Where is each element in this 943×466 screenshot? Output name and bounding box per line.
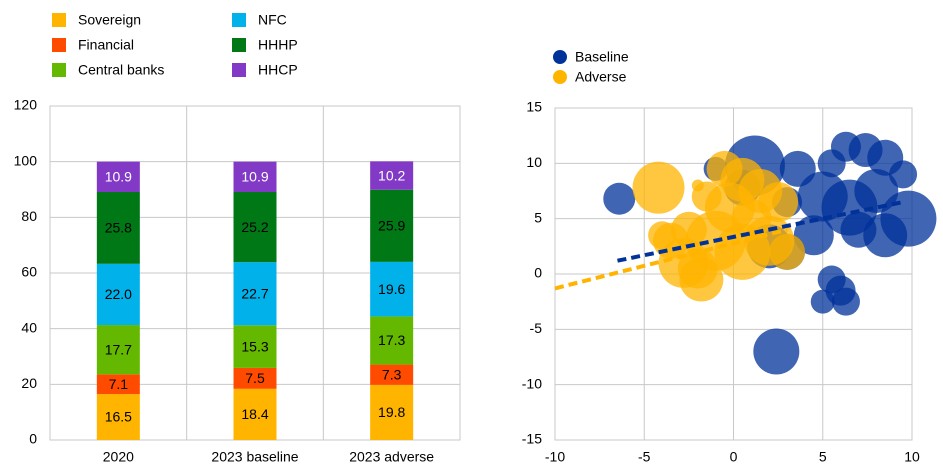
bar-value-label: 10.9 — [105, 169, 132, 185]
bar-segment — [370, 364, 414, 385]
bar-segment — [370, 161, 414, 190]
legend-label: HHCP — [258, 62, 298, 78]
bubble — [810, 289, 835, 314]
bar-value-label: 25.2 — [241, 219, 268, 235]
y-tick-label: 120 — [14, 97, 38, 113]
y-tick-label: 0 — [29, 431, 37, 447]
y-tick-label: -15 — [522, 431, 542, 447]
bar-value-label: 7.1 — [109, 376, 129, 392]
x-tick-label: -5 — [638, 449, 651, 465]
legend-swatch — [232, 13, 246, 27]
legend-label: Central banks — [78, 62, 164, 78]
bar-value-label: 15.3 — [241, 338, 268, 354]
x-tick-label: -10 — [545, 449, 565, 465]
bar-segment — [96, 263, 140, 326]
bubble — [769, 233, 806, 270]
bar-segment — [96, 394, 140, 440]
legend-label: Financial — [78, 37, 134, 53]
bar-value-label: 19.6 — [378, 281, 405, 297]
bar-value-label: 22.0 — [105, 286, 132, 302]
bubble — [677, 248, 718, 289]
bar-segment — [96, 192, 140, 264]
bar-value-label: 25.8 — [105, 220, 132, 236]
bubble — [691, 179, 704, 192]
bar-segment — [370, 316, 414, 365]
y-tick-label: -10 — [522, 375, 542, 391]
y-tick-label: 80 — [21, 208, 37, 224]
legend-swatch — [52, 13, 66, 27]
legend-label: Adverse — [575, 69, 627, 85]
bar-segment — [370, 384, 414, 440]
bar-segment — [233, 262, 277, 326]
x-tick-label: 10 — [904, 449, 920, 465]
x-tick-label: 2023 adverse — [349, 449, 434, 465]
bar-value-label: 10.2 — [378, 167, 405, 183]
y-tick-label: 20 — [21, 375, 37, 391]
legend-swatch — [232, 63, 246, 77]
bubble — [840, 211, 877, 248]
legend-swatch — [232, 38, 246, 52]
legend-marker — [553, 50, 567, 64]
bar-segment — [96, 374, 140, 395]
y-tick-label: 100 — [14, 152, 38, 168]
bar-value-label: 17.3 — [378, 332, 405, 348]
y-tick-label: 5 — [534, 209, 542, 225]
legend-label: Sovereign — [78, 12, 141, 28]
legend-label: NFC — [258, 12, 287, 28]
y-tick-label: 0 — [534, 265, 542, 281]
bubble — [632, 161, 685, 214]
bar-segment — [370, 189, 414, 262]
bar-segment — [233, 325, 277, 368]
bubble — [793, 215, 834, 256]
legend-swatch — [52, 38, 66, 52]
x-tick-label: 0 — [730, 449, 738, 465]
legend-label: Baseline — [575, 49, 629, 65]
legend-swatch — [52, 63, 66, 77]
bubble — [603, 182, 636, 215]
bar-value-label: 18.4 — [241, 406, 268, 422]
x-tick-label: 2023 baseline — [211, 449, 298, 465]
bubble — [731, 198, 772, 239]
y-tick-label: 60 — [21, 264, 37, 280]
x-tick-label: 5 — [819, 449, 827, 465]
trend-line — [617, 200, 904, 263]
y-tick-label: 40 — [21, 319, 37, 335]
trend-line — [554, 227, 788, 291]
x-tick-label: 2020 — [103, 449, 134, 465]
bar-segment — [233, 388, 277, 440]
bar-segment — [370, 261, 414, 317]
legend-marker — [553, 70, 567, 84]
y-tick-label: -5 — [530, 320, 543, 336]
bar-segment — [233, 192, 277, 263]
bar-value-label: 17.7 — [105, 341, 132, 357]
bar-value-label: 10.9 — [241, 169, 268, 185]
bar-value-label: 7.3 — [382, 366, 402, 382]
bar-value-label: 7.5 — [245, 370, 265, 386]
bar-segment — [96, 325, 140, 375]
bubble — [648, 221, 677, 250]
bar-segment — [96, 161, 140, 193]
bar-value-label: 19.8 — [378, 404, 405, 420]
y-tick-label: 15 — [526, 99, 542, 115]
bar-segment — [233, 161, 277, 193]
bar-value-label: 16.5 — [105, 409, 132, 425]
bubble — [831, 287, 860, 316]
plot-frame — [554, 107, 913, 441]
bar-value-label: 25.9 — [378, 218, 405, 234]
bubble — [753, 328, 800, 375]
bar-value-label: 22.7 — [241, 285, 268, 301]
y-tick-label: 10 — [526, 154, 542, 170]
legend-label: HHHP — [258, 37, 298, 53]
bar-segment — [233, 367, 277, 389]
